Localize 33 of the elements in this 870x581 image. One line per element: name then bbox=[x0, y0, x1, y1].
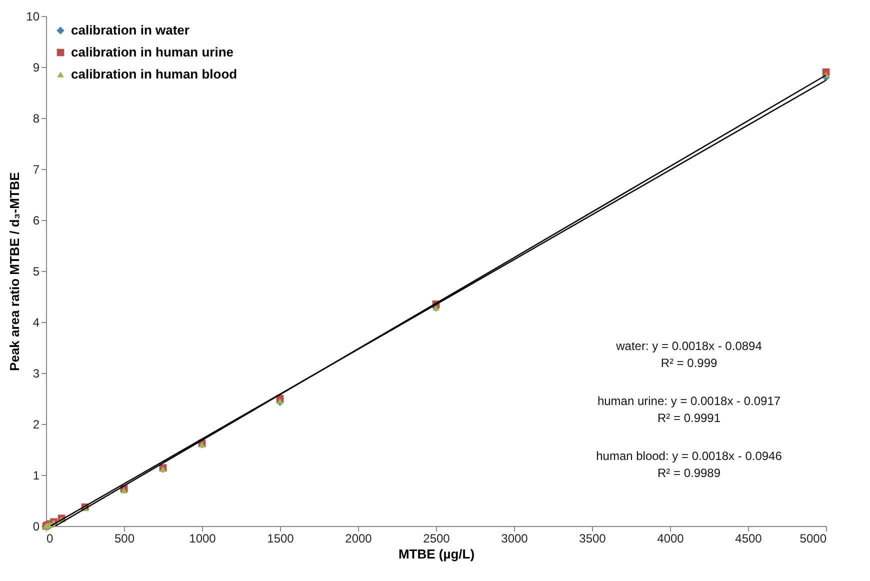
y-tick-label: 2 bbox=[32, 418, 40, 432]
annotation: human blood: y = 0.0018x - 0.0946 bbox=[596, 449, 782, 463]
annotation: human urine: y = 0.0018x - 0.0917 bbox=[597, 394, 781, 408]
annotation: R² = 0.9991 bbox=[657, 411, 721, 425]
y-tick-label: 8 bbox=[32, 112, 40, 126]
legend-label: calibration in human blood bbox=[71, 66, 238, 82]
annotation: R² = 0.999 bbox=[660, 356, 718, 370]
y-tick-label: 1 bbox=[32, 468, 40, 482]
y-tick-label: 5 bbox=[32, 264, 40, 278]
legend-label: calibration in human urine bbox=[71, 44, 234, 60]
y-tick-label: 0 bbox=[32, 520, 40, 534]
y-tick-label: 4 bbox=[32, 316, 40, 330]
x-tick-label: 500 bbox=[114, 532, 135, 546]
x-tick-label: 0 bbox=[46, 532, 54, 546]
y-tick-label: 7 bbox=[32, 162, 40, 176]
x-tick-label: 1000 bbox=[189, 532, 216, 546]
legend-label: calibration in water bbox=[71, 22, 190, 38]
x-axis-title: MTBE (µg/L) bbox=[398, 546, 475, 562]
x-tick-label: 3000 bbox=[501, 532, 528, 546]
x-tick-label: 3500 bbox=[579, 532, 606, 546]
y-tick-label: 3 bbox=[32, 366, 40, 380]
x-tick-label: 4000 bbox=[657, 532, 684, 546]
annotation: R² = 0.9989 bbox=[657, 466, 721, 480]
x-tick-label: 4500 bbox=[735, 532, 762, 546]
y-tick-label: 9 bbox=[32, 60, 40, 74]
x-tick-label: 1500 bbox=[267, 532, 294, 546]
y-tick-label: 6 bbox=[32, 214, 40, 228]
annotation: water: y = 0.0018x - 0.0894 bbox=[615, 339, 762, 353]
y-tick-label: 10 bbox=[26, 10, 40, 24]
x-tick-label: 2000 bbox=[345, 532, 372, 546]
y-axis-title: Peak area ratio MTBE / d₃-MTBE bbox=[7, 172, 22, 371]
x-tick-label: 5000 bbox=[800, 532, 827, 546]
x-tick-label: 2500 bbox=[423, 532, 450, 546]
